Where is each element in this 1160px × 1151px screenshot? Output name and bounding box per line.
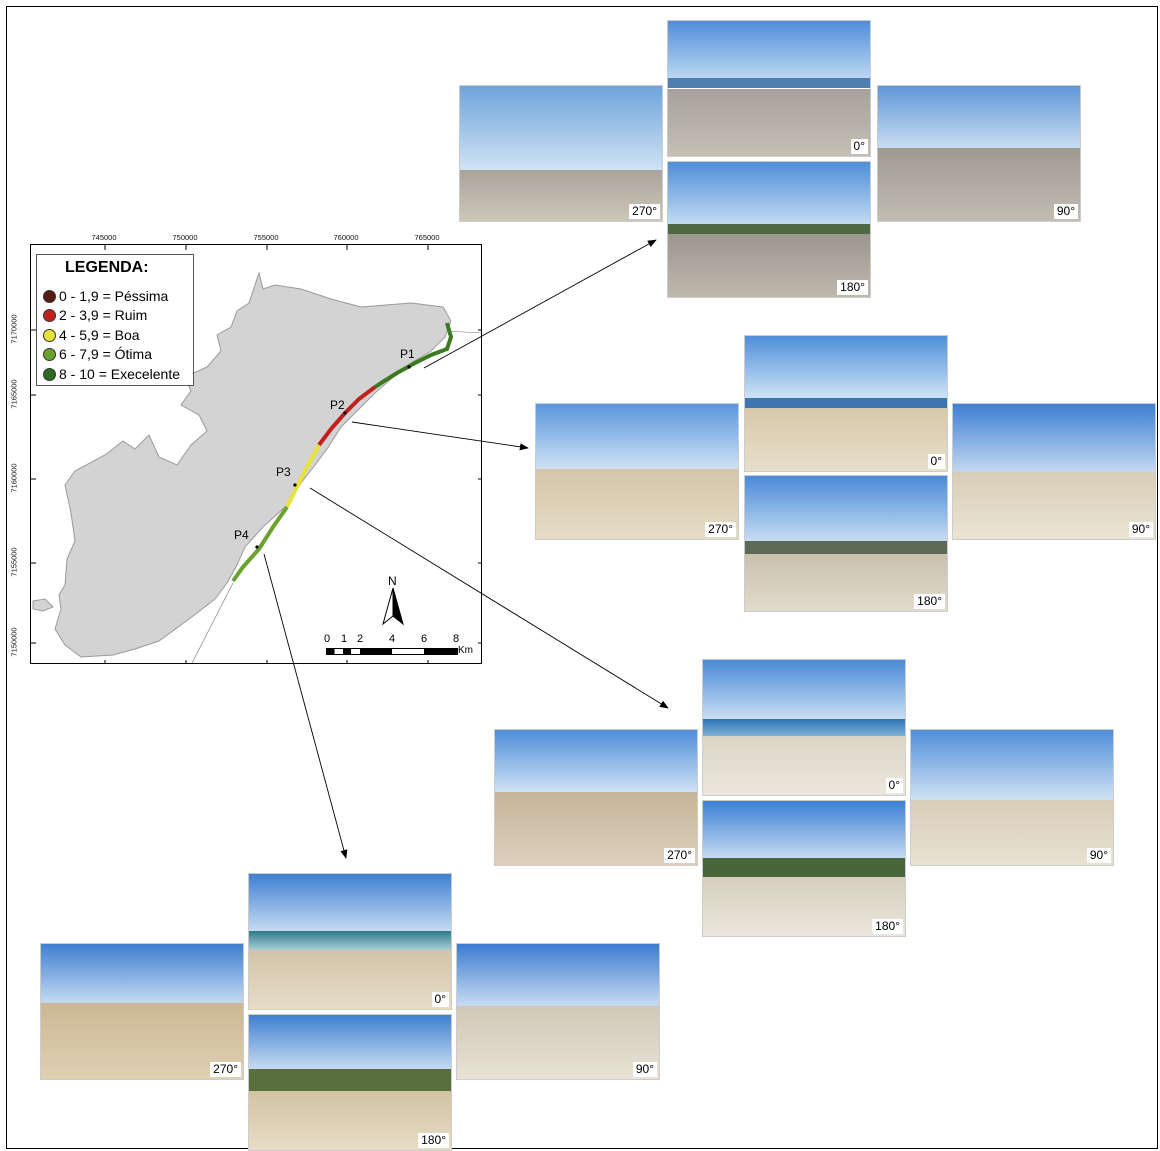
point-p2-marker <box>343 411 347 415</box>
frame-ticks <box>31 245 481 663</box>
x-tick-label: 760000 <box>333 233 359 242</box>
photo-p4-270: 270° <box>40 943 244 1080</box>
scale-label: 1 <box>340 633 348 645</box>
legend-label: 4 - 5,9 = Boa <box>59 327 140 343</box>
legend-label: 2 - 3,9 = Ruim <box>59 307 148 323</box>
photo-p1-180: 180° <box>667 161 871 298</box>
x-tick-label: 750000 <box>172 233 198 242</box>
photo-label: 180° <box>914 594 945 609</box>
coast-segment-otima <box>231 505 289 583</box>
photo-p2-90: 90° <box>952 403 1156 540</box>
x-tick-label: 755000 <box>253 233 279 242</box>
photo-p2-0: 0° <box>744 335 948 472</box>
scale-label: 8 <box>452 633 460 645</box>
photo-p4-90: 90° <box>456 943 660 1080</box>
photo-label: 90° <box>1086 848 1111 863</box>
arrow-p3 <box>309 487 669 709</box>
point-label-p3: P3 <box>276 465 291 479</box>
arrow-p4 <box>263 553 348 859</box>
scale-label: 6 <box>420 633 428 645</box>
figure-frame <box>6 6 1158 1149</box>
legend-item: 6 - 7,9 = Ótima <box>43 345 152 363</box>
photo-p1-270: 270° <box>459 85 663 222</box>
north-label: N <box>388 574 397 588</box>
point-label-p1: P1 <box>400 347 415 361</box>
island <box>32 598 54 612</box>
photo-p2-270: 270° <box>535 403 739 540</box>
photo-p3-270: 270° <box>494 729 698 866</box>
photo-label: 0° <box>431 992 449 1007</box>
arrow-p2 <box>351 421 529 451</box>
legend-item: 0 - 1,9 = Péssima <box>43 287 168 305</box>
photo-label: 90° <box>1053 204 1078 219</box>
municipality-shape <box>54 271 452 658</box>
legend: LEGENDA: 0 - 1,9 = Péssima 2 - 3,9 = Rui… <box>36 254 194 386</box>
photo-p4-180: 180° <box>248 1014 452 1151</box>
photo-label: 180° <box>837 280 868 295</box>
photo-p3-90: 90° <box>910 729 1114 866</box>
x-tick-label: 745000 <box>91 233 117 242</box>
photo-label: 90° <box>1128 522 1153 537</box>
map-panel <box>30 244 482 664</box>
photo-p3-0: 0° <box>702 659 906 796</box>
photo-label: 180° <box>872 919 903 934</box>
legend-label: 0 - 1,9 = Péssima <box>59 288 169 304</box>
photo-label: 0° <box>927 454 945 469</box>
coast-segment-boa <box>285 444 321 508</box>
legend-title: LEGENDA: <box>65 259 149 276</box>
legend-dot-excelente <box>43 367 56 381</box>
legend-label: 6 - 7,9 = Ótima <box>59 346 152 362</box>
legend-item: 4 - 5,9 = Boa <box>43 326 140 344</box>
photo-label: 270° <box>629 204 660 219</box>
point-p1-marker <box>407 365 411 369</box>
scale-label: 0 <box>323 633 331 645</box>
legend-item: 2 - 3,9 = Ruim <box>43 306 147 324</box>
photo-label: 270° <box>705 522 736 537</box>
photo-label: 180° <box>418 1133 449 1148</box>
photo-p4-0: 0° <box>248 873 452 1010</box>
scale-label: 4 <box>388 633 396 645</box>
photo-p1-90: 90° <box>877 85 1081 222</box>
map-svg <box>31 245 481 663</box>
x-tick-label: 765000 <box>414 233 440 242</box>
legend-dot-ruim <box>43 308 56 322</box>
point-p4-marker <box>255 545 259 549</box>
scale-bar <box>326 648 458 655</box>
photo-p2-180: 180° <box>744 475 948 612</box>
legend-dot-otima <box>43 347 56 361</box>
photo-label: 0° <box>885 778 903 793</box>
photo-label: 270° <box>664 848 695 863</box>
point-label-p2: P2 <box>330 398 345 412</box>
coast-segment-excellent-north <box>373 322 454 389</box>
arrow-p1 <box>423 239 657 369</box>
legend-label: 8 - 10 = Execelente <box>59 366 181 382</box>
scale-label: 2 <box>356 633 364 645</box>
north-arrow-icon <box>382 587 404 626</box>
scale-unit: Km <box>458 645 473 656</box>
legend-item: 8 - 10 = Execelente <box>43 365 180 383</box>
photo-p3-180: 180° <box>702 800 906 937</box>
photo-p1-0: 0° <box>667 20 871 157</box>
photo-label: 270° <box>210 1062 241 1077</box>
point-p3-marker <box>293 483 297 487</box>
photo-label: 90° <box>632 1062 657 1077</box>
legend-dot-boa <box>43 328 56 342</box>
boundary-line <box>446 330 481 334</box>
point-label-p4: P4 <box>234 528 249 542</box>
boundary-line <box>191 582 234 663</box>
legend-dot-pessima <box>43 289 56 303</box>
photo-label: 0° <box>850 139 868 154</box>
